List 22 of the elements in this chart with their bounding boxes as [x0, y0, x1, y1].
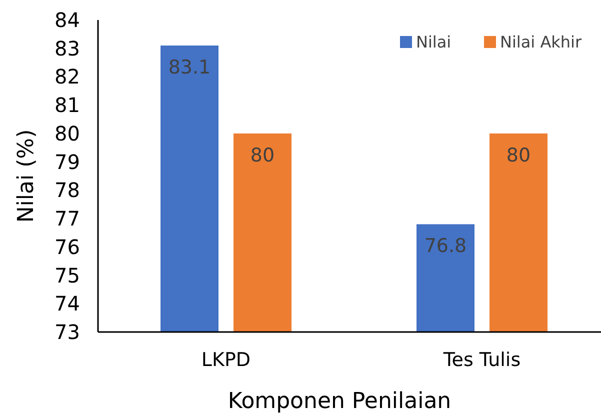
- y-tick-label: 77: [54, 206, 80, 231]
- data-label: 80: [506, 144, 531, 166]
- y-tick-label: 76: [54, 234, 80, 259]
- data-label: 76.8: [424, 235, 467, 258]
- data-label: 83.1: [168, 56, 211, 79]
- y-tick-label: 84: [54, 8, 80, 32]
- legend-label: Nilai Akhir: [500, 32, 582, 52]
- y-tick-label: 82: [54, 64, 80, 89]
- y-tick-label: 80: [54, 121, 80, 146]
- data-label: 80: [250, 144, 275, 166]
- y-tick-label: 81: [54, 93, 80, 118]
- y-tick-label: 74: [54, 292, 80, 316]
- legend-label: Nilai: [416, 32, 452, 52]
- y-tick-label: 75: [54, 263, 80, 288]
- y-tick-label: 73: [54, 320, 80, 344]
- x-tick-label: LKPD: [201, 349, 251, 371]
- y-axis-title: Nilai (%): [14, 129, 39, 223]
- x-axis-title: Komponen Penilaian: [228, 389, 452, 414]
- y-tick-label: 78: [54, 178, 80, 202]
- y-tick-label: 83: [54, 36, 80, 60]
- x-tick-label: Tes Tulis: [442, 349, 521, 371]
- y-tick-label: 79: [54, 150, 80, 174]
